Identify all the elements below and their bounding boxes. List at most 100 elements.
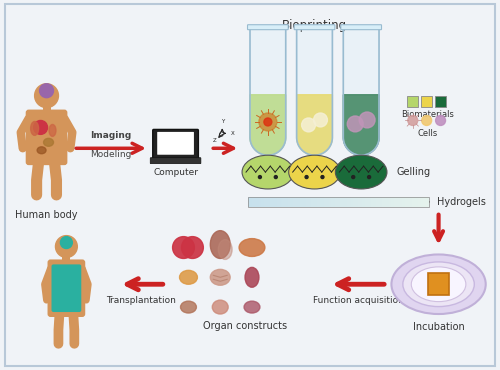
- Bar: [412, 197, 414, 207]
- Bar: [275, 197, 278, 207]
- FancyBboxPatch shape: [150, 158, 201, 164]
- Bar: [364, 197, 366, 207]
- Circle shape: [264, 118, 272, 126]
- Bar: [342, 197, 344, 207]
- Bar: [264, 197, 266, 207]
- Bar: [392, 197, 395, 207]
- Polygon shape: [250, 29, 286, 155]
- Circle shape: [436, 115, 446, 125]
- Bar: [320, 197, 322, 207]
- Bar: [254, 197, 256, 207]
- Text: Function acquisition: Function acquisition: [312, 296, 404, 305]
- FancyBboxPatch shape: [420, 96, 432, 107]
- Bar: [354, 197, 357, 207]
- Bar: [248, 197, 250, 207]
- Bar: [427, 197, 429, 207]
- Text: Modeling: Modeling: [90, 150, 132, 159]
- Bar: [340, 197, 342, 207]
- Bar: [356, 197, 358, 207]
- Bar: [326, 197, 328, 207]
- Bar: [295, 197, 298, 207]
- Circle shape: [314, 113, 328, 127]
- Bar: [260, 197, 263, 207]
- Bar: [362, 197, 364, 207]
- Bar: [262, 197, 265, 207]
- Ellipse shape: [403, 262, 474, 307]
- Bar: [311, 197, 314, 207]
- Polygon shape: [250, 95, 286, 155]
- Bar: [328, 197, 330, 207]
- FancyBboxPatch shape: [26, 110, 68, 165]
- Bar: [324, 197, 326, 207]
- Text: X: X: [231, 131, 235, 136]
- Bar: [277, 197, 279, 207]
- Circle shape: [422, 115, 432, 125]
- Circle shape: [40, 84, 54, 98]
- Ellipse shape: [239, 239, 265, 256]
- Bar: [398, 197, 400, 207]
- Circle shape: [321, 176, 324, 179]
- Circle shape: [258, 176, 262, 179]
- Bar: [302, 197, 304, 207]
- Bar: [418, 197, 420, 207]
- Ellipse shape: [288, 155, 341, 189]
- Bar: [369, 197, 372, 207]
- Ellipse shape: [180, 301, 196, 313]
- FancyBboxPatch shape: [248, 25, 288, 30]
- Bar: [278, 197, 281, 207]
- Bar: [333, 197, 335, 207]
- Bar: [390, 197, 393, 207]
- Bar: [400, 197, 402, 207]
- Circle shape: [182, 236, 204, 258]
- Ellipse shape: [212, 300, 228, 314]
- Bar: [380, 197, 382, 207]
- Bar: [306, 197, 308, 207]
- Bar: [382, 197, 384, 207]
- Bar: [358, 197, 360, 207]
- Bar: [286, 197, 288, 207]
- Ellipse shape: [44, 138, 54, 146]
- Ellipse shape: [242, 155, 294, 189]
- Bar: [313, 197, 316, 207]
- Bar: [293, 197, 296, 207]
- Bar: [425, 197, 428, 207]
- Circle shape: [172, 236, 195, 258]
- Bar: [416, 197, 418, 207]
- Circle shape: [34, 84, 58, 108]
- Bar: [290, 197, 292, 207]
- FancyBboxPatch shape: [434, 96, 446, 107]
- Bar: [338, 197, 340, 207]
- Ellipse shape: [336, 155, 387, 189]
- Ellipse shape: [30, 121, 38, 135]
- FancyBboxPatch shape: [341, 25, 382, 30]
- Bar: [344, 197, 346, 207]
- Text: Z: Z: [212, 138, 216, 143]
- Circle shape: [259, 113, 277, 131]
- Bar: [259, 197, 261, 207]
- FancyBboxPatch shape: [48, 259, 85, 317]
- Bar: [389, 197, 391, 207]
- Bar: [394, 197, 396, 207]
- Bar: [353, 197, 355, 207]
- Bar: [371, 197, 373, 207]
- Circle shape: [359, 112, 375, 128]
- Bar: [348, 197, 350, 207]
- Text: Cells: Cells: [418, 130, 438, 138]
- Bar: [410, 197, 413, 207]
- Text: Y: Y: [220, 120, 224, 124]
- Bar: [372, 197, 375, 207]
- Bar: [308, 197, 310, 207]
- Bar: [270, 197, 272, 207]
- Bar: [330, 197, 332, 207]
- Circle shape: [305, 176, 308, 179]
- Text: Biomaterials: Biomaterials: [401, 110, 454, 118]
- Circle shape: [352, 176, 354, 179]
- Text: Incubation: Incubation: [412, 322, 465, 332]
- Bar: [266, 197, 268, 207]
- Bar: [374, 197, 377, 207]
- Text: Human body: Human body: [16, 210, 78, 220]
- Bar: [376, 197, 378, 207]
- Bar: [423, 197, 426, 207]
- Bar: [300, 197, 302, 207]
- Text: Computer: Computer: [153, 168, 198, 177]
